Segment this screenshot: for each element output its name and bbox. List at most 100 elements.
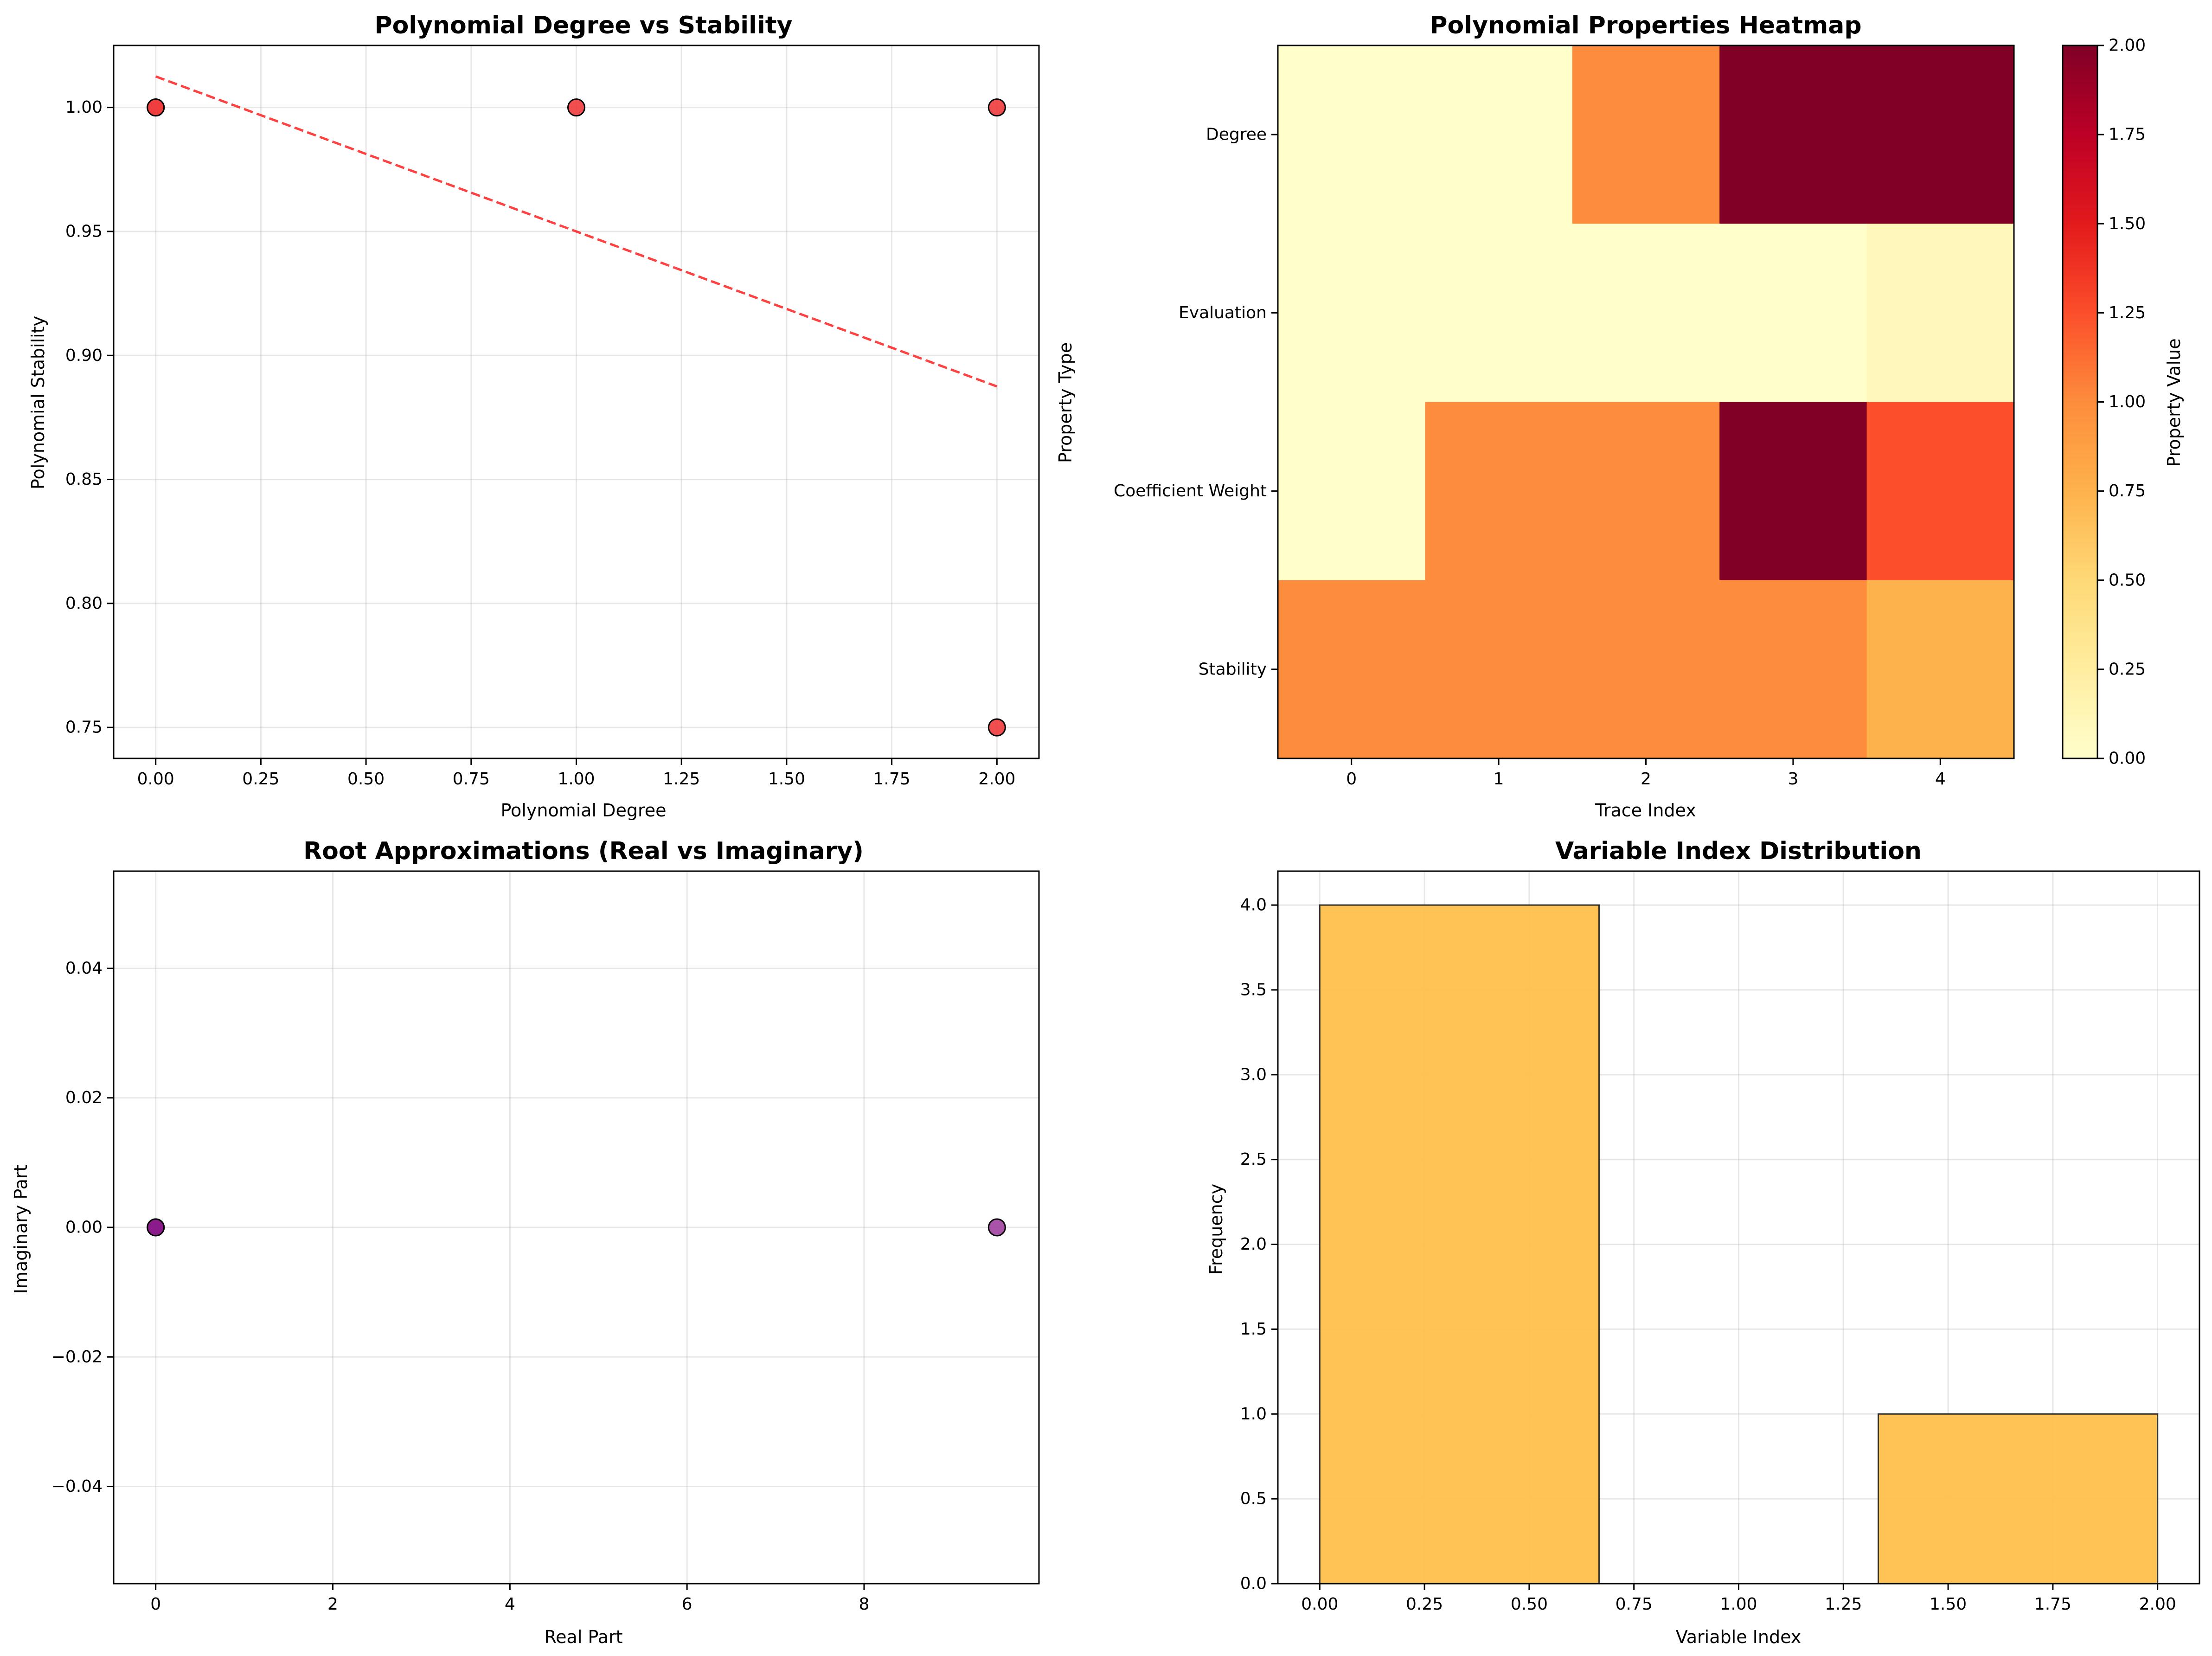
p4-ytick-label-6: 3.0 bbox=[1240, 1065, 1267, 1084]
heat-cell-r3-c0 bbox=[1278, 580, 1426, 759]
p3-xtick-label-1: 2 bbox=[327, 1595, 338, 1614]
degree-stability-xlabel: Polynomial Degree bbox=[501, 800, 667, 821]
heat-xtick-label-1: 1 bbox=[1494, 770, 1504, 789]
p4-xtick-label-0: 0.00 bbox=[1301, 1595, 1338, 1614]
p1-ytick-label-3: 0.90 bbox=[65, 346, 103, 365]
degree-stability-panel: Polynomial Degree vs Stability Polynomia… bbox=[28, 12, 1040, 821]
colorbar-tick-label-6: 1.50 bbox=[2109, 214, 2146, 233]
p1-xtick-label-2: 0.50 bbox=[347, 770, 385, 789]
p4-ytick-label-8: 4.0 bbox=[1240, 896, 1267, 915]
degree-stability-title: Polynomial Degree vs Stability bbox=[374, 12, 792, 39]
p1-ytick-label-2: 0.85 bbox=[65, 470, 103, 489]
p1-xtick-label-3: 0.75 bbox=[453, 770, 490, 789]
heat-frame bbox=[1277, 45, 2015, 759]
heatmap-ylabel: Property Type bbox=[1055, 342, 1076, 463]
heat-cell-r1-c1 bbox=[1425, 224, 1573, 403]
p1-ytick-label-4: 0.95 bbox=[65, 222, 103, 241]
heat-ytick-label-0: Degree bbox=[1206, 125, 1267, 144]
colorbar-tick-label-1: 0.25 bbox=[2109, 660, 2146, 679]
colorbar-tick-label-3: 0.75 bbox=[2109, 481, 2146, 501]
colorbar-tick-label-4: 1.00 bbox=[2109, 392, 2146, 411]
p4-xtick-label-5: 1.25 bbox=[1825, 1595, 1862, 1614]
heat-ytick-label-1: Evaluation bbox=[1179, 303, 1267, 322]
p1-xtick-label-0: 0.00 bbox=[137, 770, 174, 789]
stability-point-4 bbox=[987, 718, 1006, 737]
stability-point-2 bbox=[567, 98, 585, 117]
p3-ytick-label-3: 0.02 bbox=[65, 1088, 103, 1107]
heat-cell-r3-c4 bbox=[1866, 580, 2014, 759]
p1-ytick-label-1: 0.80 bbox=[65, 594, 103, 613]
p4-xtick-label-2: 0.50 bbox=[1511, 1595, 1548, 1614]
p3-xtick-label-0: 0 bbox=[150, 1595, 161, 1614]
p1-xtick-label-5: 1.25 bbox=[663, 770, 700, 789]
heat-cell-r2-c1 bbox=[1425, 402, 1573, 581]
p4-ytick-label-2: 1.0 bbox=[1240, 1405, 1267, 1424]
root-point-1 bbox=[147, 1218, 165, 1237]
roots-title: Root Approximations (Real vs Imaginary) bbox=[303, 837, 864, 865]
p4-ytick-label-3: 1.5 bbox=[1240, 1320, 1267, 1339]
p4-xtick-label-8: 2.00 bbox=[2139, 1595, 2176, 1614]
p4-xtick-label-7: 1.75 bbox=[2034, 1595, 2071, 1614]
p4-ytick-label-0: 0.0 bbox=[1240, 1574, 1267, 1593]
heat-cell-r1-c4 bbox=[1866, 224, 2014, 403]
stability-point-1 bbox=[147, 98, 165, 117]
trend-line bbox=[155, 75, 998, 388]
p1-xtick-label-6: 1.50 bbox=[768, 770, 805, 789]
colorbar-label: Property Value bbox=[2164, 338, 2184, 467]
root-point-2 bbox=[987, 1218, 1006, 1237]
p4-ytick-label-4: 2.0 bbox=[1240, 1235, 1267, 1254]
p3-ytick-label-1: −0.02 bbox=[51, 1348, 103, 1367]
p1-xtick-label-7: 1.75 bbox=[873, 770, 910, 789]
colorbar-tick-label-0: 0.00 bbox=[2109, 749, 2146, 768]
colorbar-tick-label-5: 1.25 bbox=[2109, 303, 2146, 322]
heat-cell-r0-c0 bbox=[1278, 45, 1426, 225]
variable-index-panel: Variable Index Distribution Variable Ind… bbox=[1206, 837, 2200, 1647]
heat-cell-r0-c4 bbox=[1866, 45, 2014, 225]
p3-frame bbox=[113, 870, 1040, 1585]
heatmap-xlabel: Trace Index bbox=[1595, 800, 1696, 821]
heat-cell-r1-c3 bbox=[1719, 224, 1867, 403]
heatmap-title: Polynomial Properties Heatmap bbox=[1430, 12, 1861, 39]
hist-bar-0 bbox=[1319, 904, 1600, 1585]
heat-cell-r2-c0 bbox=[1278, 402, 1426, 581]
p1-xtick-label-4: 1.00 bbox=[558, 770, 595, 789]
heat-cell-r0-c3 bbox=[1719, 45, 1867, 225]
heat-cell-r1-c0 bbox=[1278, 224, 1426, 403]
heat-cell-r0-c2 bbox=[1572, 45, 1720, 225]
heat-ytick-label-2: Coefficient Weight bbox=[1114, 481, 1267, 501]
heat-xtick-label-4: 4 bbox=[1935, 770, 1946, 789]
p3-ytick-label-4: 0.04 bbox=[65, 959, 103, 978]
p4-xtick-label-3: 0.75 bbox=[1616, 1595, 1653, 1614]
properties-heatmap-panel: Polynomial Properties Heatmap Trace Inde… bbox=[1055, 12, 2184, 821]
p4-frame bbox=[1277, 870, 2200, 1585]
heat-xtick-label-0: 0 bbox=[1346, 770, 1357, 789]
roots-ylabel: Imaginary Part bbox=[11, 1165, 31, 1294]
p1-xtick-label-1: 0.25 bbox=[242, 770, 279, 789]
p4-ytick-label-7: 3.5 bbox=[1240, 981, 1267, 1000]
p1-xtick-label-8: 2.00 bbox=[978, 770, 1015, 789]
stability-point-3 bbox=[987, 98, 1006, 117]
heat-xtick-label-2: 2 bbox=[1641, 770, 1651, 789]
p4-xtick-label-4: 1.00 bbox=[1720, 1595, 1757, 1614]
histogram-xlabel: Variable Index bbox=[1676, 1627, 1802, 1647]
heat-cell-r2-c3 bbox=[1719, 402, 1867, 581]
degree-stability-ylabel: Polynomial Stability bbox=[28, 316, 48, 489]
roots-xlabel: Real Part bbox=[544, 1627, 622, 1647]
heat-cell-r2-c4 bbox=[1866, 402, 2014, 581]
heat-xtick-label-3: 3 bbox=[1788, 770, 1798, 789]
hist-bar-2 bbox=[1878, 1413, 2159, 1585]
p4-ytick-label-5: 2.5 bbox=[1240, 1150, 1267, 1169]
p1-ytick-label-0: 0.75 bbox=[65, 718, 103, 737]
p3-xtick-label-4: 8 bbox=[859, 1595, 870, 1614]
heat-cell-r2-c2 bbox=[1572, 402, 1720, 581]
histogram-title: Variable Index Distribution bbox=[1555, 837, 1922, 865]
heat-cell-r0-c1 bbox=[1425, 45, 1573, 225]
p1-frame bbox=[113, 45, 1040, 759]
heat-cell-r3-c2 bbox=[1572, 580, 1720, 759]
p4-xtick-label-6: 1.50 bbox=[1930, 1595, 1967, 1614]
p4-xtick-label-1: 0.25 bbox=[1406, 1595, 1443, 1614]
heat-ytick-label-3: Stability bbox=[1199, 660, 1267, 679]
colorbar-tick-label-8: 2.00 bbox=[2109, 36, 2146, 55]
histogram-ylabel: Frequency bbox=[1206, 1184, 1226, 1275]
p3-ytick-label-2: 0.00 bbox=[65, 1218, 103, 1237]
